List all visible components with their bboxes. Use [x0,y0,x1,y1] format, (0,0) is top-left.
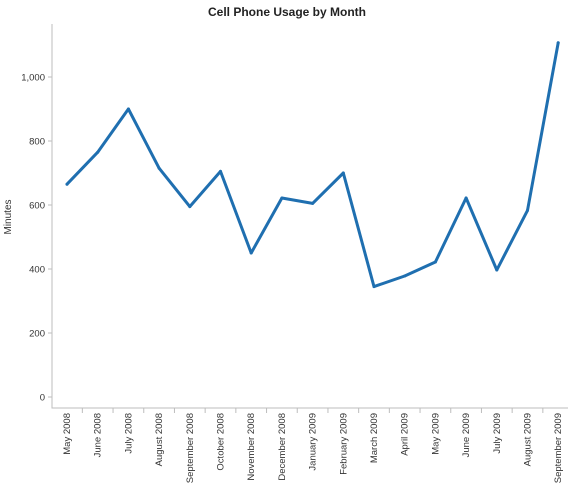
x-tick-label: July 2008 [123,413,134,454]
data-point [433,260,437,264]
data-point [157,166,161,170]
x-tick-label: August 2008 [154,413,165,466]
y-axis-ticks: 0 200 400 600 800 1,000 [21,73,52,404]
x-axis-ticks: May 2008 June 2008 July 2008 August 2008 Sep… [62,408,564,483]
x-tick-label: March 2009 [369,413,380,463]
data-point [403,274,407,278]
y-tick-label: 800 [29,137,45,148]
data-point [526,208,529,212]
y-tick-label: 600 [29,201,45,212]
data-point [556,41,560,45]
data-point [464,196,468,200]
x-tick-label: October 2008 [216,413,227,471]
data-point [219,169,222,173]
y-tick-label: 1,000 [21,73,45,84]
axis-frame [51,24,568,409]
data-point [65,182,69,186]
y-axis-label: Minutes [3,199,14,234]
x-tick-label: January 2009 [308,413,319,471]
axes [51,24,568,409]
y-tick-label: 200 [29,329,45,340]
series-line [65,41,560,289]
data-point [495,268,499,272]
x-tick-label: July 2009 [492,413,503,454]
x-tick-label: November 2008 [246,413,257,481]
data-point [249,251,253,255]
x-tick-label: September 2008 [185,413,196,483]
x-tick-label: June 2009 [461,413,472,457]
x-tick-label: September 2009 [553,413,564,483]
x-tick-label: December 2008 [277,413,288,481]
x-tick-label: August 2009 [523,413,534,466]
data-point [280,196,284,200]
series-group [65,41,560,289]
data-point [188,205,192,209]
x-tick-label: April 2009 [400,413,411,456]
data-point [372,285,376,289]
x-tick-label: February 2009 [338,413,349,475]
data-point [96,150,100,154]
x-tick-label: May 2008 [62,413,73,455]
x-tick-label: June 2008 [93,413,104,457]
data-point [126,107,130,111]
x-tick-label: May 2009 [430,413,441,455]
data-point [341,171,345,175]
chart-title: Cell Phone Usage by Month [208,5,366,19]
data-point [311,201,315,205]
y-tick-label: 0 [40,393,45,404]
y-tick-label: 400 [29,265,45,276]
